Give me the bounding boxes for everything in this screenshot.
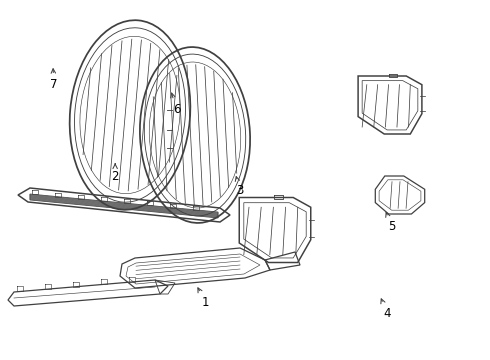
Text: 7: 7 — [50, 69, 58, 91]
Text: 1: 1 — [198, 288, 210, 309]
Text: 6: 6 — [171, 93, 180, 116]
Text: 3: 3 — [235, 177, 244, 197]
Text: 5: 5 — [386, 212, 396, 233]
Text: 4: 4 — [381, 299, 391, 320]
Text: 2: 2 — [111, 164, 119, 183]
